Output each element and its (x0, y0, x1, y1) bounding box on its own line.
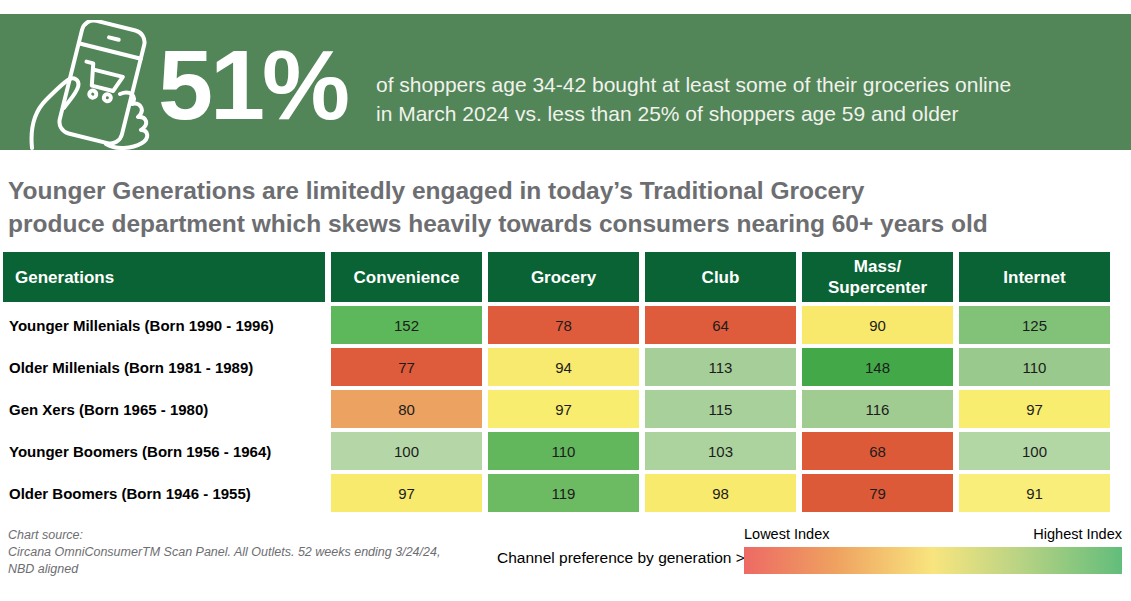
column-header-club: Club (645, 252, 796, 302)
stat-value: 51% (158, 30, 347, 140)
row-label-gen-xers: Gen Xers (Born 1965 - 1980) (3, 390, 325, 428)
heatmap-cell: 100 (959, 432, 1110, 470)
column-header-grocery: Grocery (488, 252, 639, 302)
heatmap-cell: 100 (331, 432, 482, 470)
chart-source-line1: Circana OmniConsumerTM Scan Panel. All O… (8, 544, 440, 561)
heatmap-cell: 110 (488, 432, 639, 470)
heatmap-cell: 97 (959, 390, 1110, 428)
heatmap-cell: 113 (645, 348, 796, 386)
heatmap-cell: 91 (959, 474, 1110, 512)
page-title-line2: produce department which skews heavily t… (8, 210, 988, 237)
heatmap-cell: 110 (959, 348, 1110, 386)
heatmap-cell: 90 (802, 306, 953, 344)
heatmap-cell: 94 (488, 348, 639, 386)
legend-gradient-bar (744, 547, 1122, 574)
heatmap-cell: 80 (331, 390, 482, 428)
banner-description-line1: of shoppers age 34-42 bought at least so… (376, 70, 1011, 99)
column-header-mass-supercenter: Mass/ Supercenter (802, 252, 953, 302)
banner-description: of shoppers age 34-42 bought at least so… (376, 70, 1011, 128)
column-header-generations: Generations (3, 252, 325, 302)
page-title-line1: Younger Generations are limitedly engage… (8, 177, 864, 204)
legend-high-label: Highest Index (1033, 526, 1122, 542)
chart-source-label: Chart source: (8, 527, 440, 544)
row-label-younger-boomers: Younger Boomers (Born 1956 - 1964) (3, 432, 325, 470)
legend-labels: Lowest Index Highest Index (744, 526, 1122, 542)
heatmap-cell: 148 (802, 348, 953, 386)
heatmap-cell: 115 (645, 390, 796, 428)
row-label-younger-millenials: Younger Millenials (Born 1990 - 1996) (3, 306, 325, 344)
heatmap-cell: 98 (645, 474, 796, 512)
page-title: Younger Generations are limitedly engage… (8, 174, 988, 240)
heatmap-cell: 79 (802, 474, 953, 512)
heatmap-cell: 103 (645, 432, 796, 470)
heatmap-cell: 68 (802, 432, 953, 470)
heatmap-cell: 97 (331, 474, 482, 512)
legend-low-label: Lowest Index (744, 526, 829, 542)
row-label-older-millenials: Older Millenials (Born 1981 - 1989) (3, 348, 325, 386)
heatmap-cell: 64 (645, 306, 796, 344)
heatmap-cell: 97 (488, 390, 639, 428)
chart-source-line2: NBD aligned (8, 561, 440, 578)
heatmap-cell: 77 (331, 348, 482, 386)
header-banner: 51% of shoppers age 34-42 bought at leas… (0, 14, 1131, 150)
column-header-internet: Internet (959, 252, 1110, 302)
phone-shopping-cart-icon (24, 20, 156, 150)
chart-source: Chart source: Circana OmniConsumerTM Sca… (8, 527, 440, 578)
row-label-older-boomers: Older Boomers (Born 1946 - 1955) (3, 474, 325, 512)
legend-caption: Channel preference by generation > (497, 549, 745, 567)
heatmap-cell: 152 (331, 306, 482, 344)
legend: Lowest Index Highest Index (744, 526, 1122, 574)
infographic: 51% of shoppers age 34-42 bought at leas… (0, 0, 1131, 601)
column-header-convenience: Convenience (331, 252, 482, 302)
banner-description-line2: in March 2024 vs. less than 25% of shopp… (376, 99, 1011, 128)
heatmap-cell: 125 (959, 306, 1110, 344)
heatmap-table: Generations Convenience Grocery Club Mas… (3, 252, 1110, 512)
heatmap-cell: 119 (488, 474, 639, 512)
heatmap-cell: 78 (488, 306, 639, 344)
heatmap-cell: 116 (802, 390, 953, 428)
